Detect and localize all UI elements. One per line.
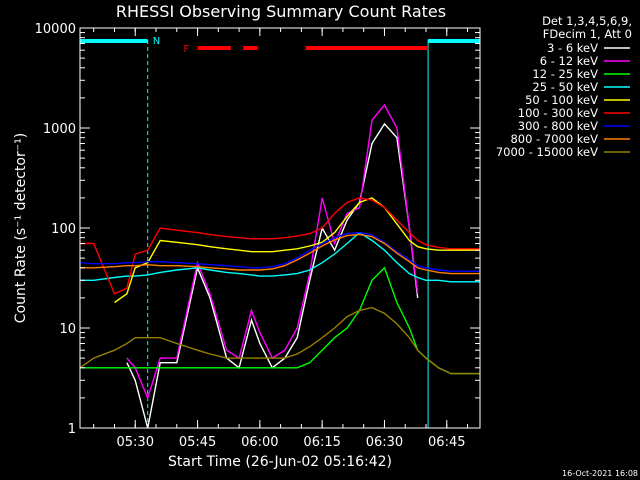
y-axis-label: Count Rate (s⁻¹ detector⁻¹) <box>13 133 29 323</box>
legend-entry-label: 300 - 800 keV <box>518 119 598 133</box>
y-tick-label: 10000 <box>35 22 76 37</box>
legend-entry-label: 12 - 25 keV <box>532 67 598 81</box>
y-tick-label: 1 <box>68 422 76 437</box>
series-line-800-7000-kev <box>80 233 480 275</box>
series-line-50-100-kev <box>114 197 480 304</box>
legend-entry-label: 50 - 100 keV <box>525 93 598 107</box>
series-line-300-800-kev <box>79 231 480 272</box>
x-axis: 05:30 05:45 06:00 06:15 06:30 06:45 <box>93 28 469 450</box>
legend-entry-label: 3 - 6 keV <box>547 41 598 55</box>
legend-entry-label: 7000 - 15000 keV <box>496 145 598 159</box>
night-flag-label: N <box>153 36 160 47</box>
x-tick-label: 05:45 <box>179 435 216 450</box>
series-line-12-25-kev <box>80 266 480 375</box>
y-tick-label: 100 <box>51 222 76 237</box>
x-tick-label: 06:15 <box>303 435 340 450</box>
y-tick-label: 1000 <box>43 122 76 137</box>
series-line-100-300-kev <box>80 197 480 295</box>
series-line-6-12-kev <box>126 103 419 400</box>
series-line-3-6-kev <box>126 122 419 429</box>
series-line-25-50-kev <box>80 231 480 283</box>
y-tick-label: 10 <box>59 322 76 337</box>
y-axis: 1 10 100 1000 10000 <box>35 22 480 437</box>
x-tick-label: 06:45 <box>428 435 465 450</box>
legend-header-line-1: Det 1,3,4,5,6,9, <box>542 14 632 28</box>
footer-timestamp: 16-Oct-2021 16:08 <box>562 469 638 478</box>
flare-flag-label: F <box>184 44 190 55</box>
plot-area: NF <box>79 27 481 429</box>
x-tick-label: 06:00 <box>241 435 278 450</box>
legend-entry-label: 25 - 50 keV <box>532 80 598 94</box>
legend-entry-label: 800 - 7000 keV <box>510 132 598 146</box>
legend: Det 1,3,4,5,6,9, FDecim 1, Att 0 3 - 6 k… <box>496 14 632 159</box>
legend-entry-label: 100 - 300 keV <box>518 106 598 120</box>
chart-title: RHESSI Observing Summary Count Rates <box>116 2 446 21</box>
x-tick-label: 06:30 <box>366 435 403 450</box>
x-axis-label: Start Time (26-Jun-02 05:16:42) <box>168 454 392 470</box>
legend-header-line-2: FDecim 1, Att 0 <box>543 27 632 41</box>
legend-entry-label: 6 - 12 keV <box>540 54 598 68</box>
x-tick-label: 05:30 <box>117 435 154 450</box>
series-line-7000-15000-kev <box>79 306 480 375</box>
